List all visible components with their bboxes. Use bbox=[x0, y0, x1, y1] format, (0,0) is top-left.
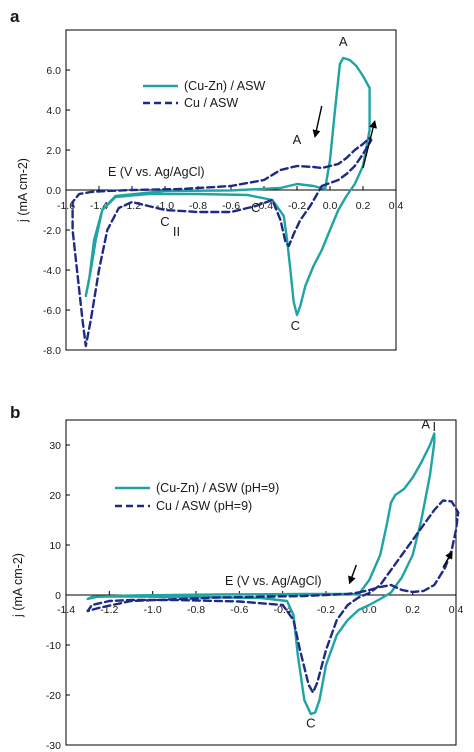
panel-a-series-line-2 bbox=[71, 136, 373, 348]
panel-b-x-tick-label: -1.0 bbox=[144, 604, 162, 616]
panel-b-y-tick-label: 0 bbox=[55, 590, 61, 602]
panel-b-series-line-2 bbox=[86, 499, 460, 694]
panel-a-series bbox=[71, 56, 373, 348]
panel-a-legend: (Cu-Zn) / ASW Cu / ASW bbox=[143, 79, 265, 110]
panel-a-x-tick-label: -0.2 bbox=[288, 200, 306, 212]
panel-b-x-ticks: -1.4 -1.2 -1.0 -0.8 -0.6 -0.4 -0.2 0.0 0.2 0.4 bbox=[57, 591, 463, 616]
panel-b: b -1.4 -1.2 -1.0 -0.8 -0.6 -0.4 -0.2 0.0 0.2 0.4 … bbox=[10, 403, 463, 752]
panel-a-annotation: C bbox=[251, 200, 260, 215]
panel-a-x-tick-label: -0.6 bbox=[222, 200, 240, 212]
panel-b-x-tick-label: -1.4 bbox=[57, 604, 75, 616]
panel-b-y-tick-label: 20 bbox=[49, 490, 61, 502]
panel-a-legend-label-2: Cu / ASW bbox=[184, 96, 238, 110]
panel-b-x-tick-label: 0.2 bbox=[405, 604, 420, 616]
panel-b-legend-label-1: (Cu-Zn) / ASW (pH=9) bbox=[156, 481, 279, 495]
panel-a-x-tick-label: -1.6 bbox=[57, 200, 75, 212]
panel-a-x-tick-label: 0.0 bbox=[323, 200, 338, 212]
panel-b-y-tick-label: -10 bbox=[46, 640, 61, 652]
panel-a-x-tick-label: 0.2 bbox=[356, 200, 371, 212]
panel-b-y-tick-label: -30 bbox=[46, 740, 61, 752]
panel-b-x-tick-label: -0.6 bbox=[230, 604, 248, 616]
panel-a-annotations: A A C C C II bbox=[160, 34, 348, 333]
panel-a-y-tick-label: -8.0 bbox=[43, 345, 61, 357]
panel-a-y-tick-label: 0.0 bbox=[46, 185, 61, 197]
panel-b-arrows bbox=[348, 550, 453, 585]
panel-b-y-tick-label: 30 bbox=[49, 440, 61, 452]
panel-b-label: b bbox=[10, 403, 20, 422]
panel-a-direction-arrow bbox=[312, 105, 323, 138]
panel-a-direction-arrow bbox=[362, 120, 377, 169]
panel-b-annotation: A bbox=[421, 417, 430, 432]
panel-a-legend-label-1: (Cu-Zn) / ASW bbox=[184, 79, 265, 93]
panel-a-annotation: C bbox=[291, 318, 300, 333]
panel-b-y-axis-title: j (mA cm-2) bbox=[11, 553, 25, 618]
panel-a-y-tick-label: -2.0 bbox=[43, 225, 61, 237]
panel-a: a -1.6 -1.4 -1.2 -1.0 -0.8 -0.6 -0.4 -0.2 0.0 0.2… bbox=[10, 7, 403, 357]
panel-a-x-tick-label: -0.4 bbox=[255, 200, 273, 212]
panel-a-y-axis-title: j (mA cm-2) bbox=[16, 158, 30, 223]
panel-b-x-tick-label: 0.4 bbox=[449, 604, 464, 616]
panel-b-legend: (Cu-Zn) / ASW (pH=9) Cu / ASW (pH=9) bbox=[115, 481, 279, 513]
panel-a-annotation: A bbox=[339, 34, 348, 49]
panel-b-x-tick-label: -0.8 bbox=[187, 604, 205, 616]
panel-b-direction-arrow bbox=[348, 564, 357, 585]
panel-a-x-axis-title: E (V vs. Ag/AgCl) bbox=[108, 165, 205, 179]
panel-a-annotation: II bbox=[173, 224, 180, 239]
panel-a-y-tick-label: 6.0 bbox=[46, 65, 61, 77]
panel-b-annotation: I bbox=[433, 419, 437, 434]
panel-b-y-tick-label: 10 bbox=[49, 540, 61, 552]
panel-b-x-axis-title: E (V vs. Ag/AgCl) bbox=[225, 574, 322, 588]
panel-b-y-tick-label: -20 bbox=[46, 690, 61, 702]
panel-b-series-line-1 bbox=[86, 432, 436, 716]
panel-a-annotation: A bbox=[293, 132, 302, 147]
panel-b-direction-arrow bbox=[442, 550, 453, 568]
panel-b-annotations: A I C bbox=[306, 417, 436, 731]
panel-a-y-ticks: -8.0 -6.0 -4.0 -2.0 0.0 2.0 4.0 6.0 bbox=[43, 65, 70, 357]
panel-a-y-tick-label: 2.0 bbox=[46, 145, 61, 157]
panel-b-series bbox=[86, 432, 460, 716]
panel-b-y-ticks: -30 -20 -10 0 10 20 30 bbox=[46, 440, 70, 752]
panel-a-x-tick-label: -0.8 bbox=[189, 200, 207, 212]
panel-a-annotation: C bbox=[160, 214, 169, 229]
panel-a-y-tick-label: 4.0 bbox=[46, 105, 61, 117]
panel-a-arrows bbox=[312, 105, 377, 169]
panel-a-y-tick-label: -4.0 bbox=[43, 265, 61, 277]
panel-a-y-tick-label: -6.0 bbox=[43, 305, 61, 317]
panel-a-x-tick-label: 0.4 bbox=[389, 200, 404, 212]
panel-b-annotation: C bbox=[306, 716, 315, 731]
panel-b-x-tick-label: -0.2 bbox=[317, 604, 335, 616]
panel-a-series-line-1 bbox=[84, 56, 371, 317]
panel-b-legend-label-2: Cu / ASW (pH=9) bbox=[156, 499, 252, 513]
panel-a-label: a bbox=[10, 7, 20, 26]
panel-b-plot-frame bbox=[65, 419, 457, 746]
